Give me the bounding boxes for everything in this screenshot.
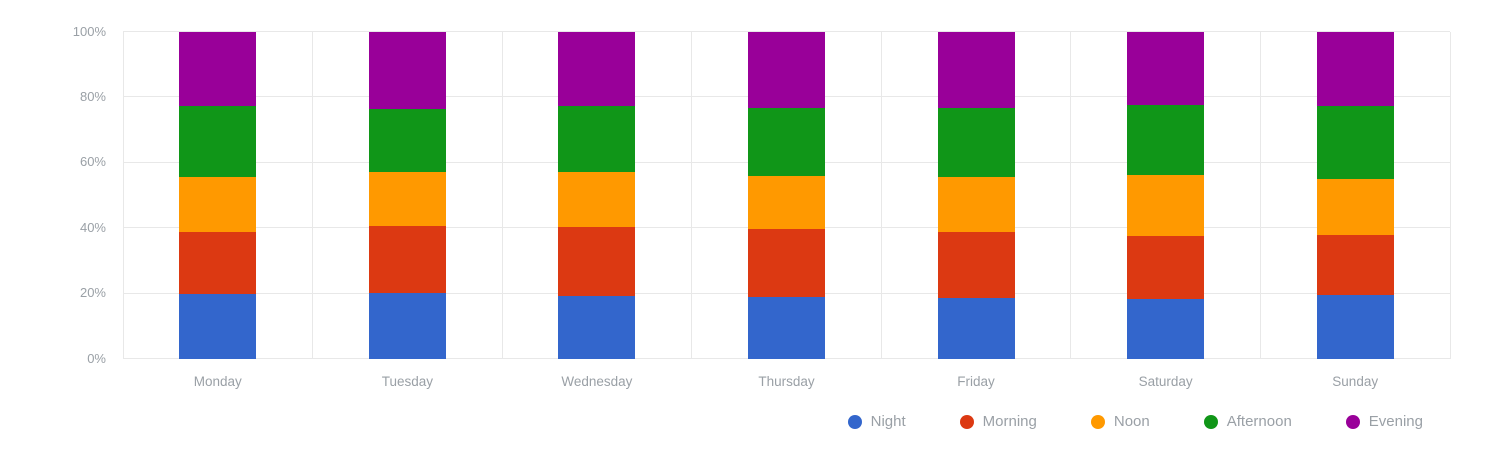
gridline-vertical xyxy=(691,31,693,359)
legend-item-label: Evening xyxy=(1368,413,1423,430)
bar-tuesday xyxy=(368,31,446,359)
x-axis-label: Wednesday xyxy=(561,374,633,389)
segment-night[interactable] xyxy=(937,298,1015,359)
bar-friday xyxy=(937,31,1015,359)
x-axis-label: Saturday xyxy=(1138,374,1193,389)
legend-item-label: Noon xyxy=(1113,413,1150,430)
segment-noon[interactable] xyxy=(748,176,825,229)
y-axis-tick-label: 20% xyxy=(79,285,106,301)
legend-item-night[interactable]: Night xyxy=(847,413,906,431)
gridline-vertical xyxy=(312,31,314,359)
segment-morning[interactable] xyxy=(368,226,446,294)
segment-noon[interactable] xyxy=(1127,174,1205,237)
legend-item-label: Night xyxy=(870,413,906,430)
segment-morning[interactable] xyxy=(748,228,825,298)
bar-sunday xyxy=(1316,31,1394,359)
segment-evening[interactable] xyxy=(748,31,825,109)
segment-night[interactable] xyxy=(558,296,636,359)
segment-night[interactable] xyxy=(748,297,825,359)
segment-night[interactable] xyxy=(179,294,257,359)
legend-marker-icon xyxy=(1090,415,1105,429)
legend-marker-icon xyxy=(1345,415,1360,429)
segment-evening[interactable] xyxy=(1316,31,1394,107)
legend-marker-icon xyxy=(959,415,974,429)
gridline-vertical xyxy=(501,31,503,359)
bar-saturday xyxy=(1127,31,1205,359)
segment-night[interactable] xyxy=(1127,299,1205,359)
bar-thursday xyxy=(748,31,825,359)
segment-morning[interactable] xyxy=(179,232,257,295)
segment-night[interactable] xyxy=(1316,295,1394,359)
legend-marker-icon xyxy=(847,415,862,429)
gridline-horizontal xyxy=(123,358,1450,359)
legend-item-morning[interactable]: Morning xyxy=(959,413,1037,431)
y-axis-tick-label: 100% xyxy=(72,23,106,39)
segment-evening[interactable] xyxy=(937,31,1015,109)
segment-afternoon[interactable] xyxy=(179,106,257,177)
segment-afternoon[interactable] xyxy=(558,106,636,173)
legend-item-afternoon[interactable]: Afternoon xyxy=(1203,413,1292,431)
bar-wednesday xyxy=(558,31,636,359)
segment-afternoon[interactable] xyxy=(1127,105,1205,175)
segment-morning[interactable] xyxy=(1127,236,1205,300)
x-axis-label: Sunday xyxy=(1332,374,1379,389)
x-axis-label: Monday xyxy=(193,374,242,389)
y-axis-tick-label: 40% xyxy=(79,219,106,235)
bar-monday xyxy=(179,31,257,359)
segment-evening[interactable] xyxy=(368,31,446,109)
segment-evening[interactable] xyxy=(1127,31,1205,106)
segment-morning[interactable] xyxy=(1316,234,1394,296)
segment-noon[interactable] xyxy=(179,176,257,233)
segment-morning[interactable] xyxy=(937,231,1015,299)
gridline-vertical xyxy=(880,31,882,359)
y-axis-tick-label: 0% xyxy=(87,350,106,366)
segment-noon[interactable] xyxy=(937,176,1015,232)
legend-item-noon[interactable]: Noon xyxy=(1090,413,1150,431)
segment-noon[interactable] xyxy=(368,171,446,227)
x-axis-label: Thursday xyxy=(758,374,815,389)
segment-noon[interactable] xyxy=(1316,178,1394,235)
x-axis-label: Tuesday xyxy=(381,374,433,389)
legend-item-label: Morning xyxy=(982,413,1037,430)
segment-evening[interactable] xyxy=(558,31,636,107)
segment-afternoon[interactable] xyxy=(368,108,446,172)
legend: Night Morning Noon Afternoon Evening xyxy=(847,413,1423,431)
y-axis-tick-label: 80% xyxy=(79,88,106,104)
x-axis-label: Friday xyxy=(957,374,995,389)
legend-item-evening[interactable]: Evening xyxy=(1345,413,1423,431)
gridline-vertical xyxy=(1449,31,1451,359)
segment-morning[interactable] xyxy=(558,226,636,297)
legend-item-label: Afternoon xyxy=(1226,413,1292,430)
segment-afternoon[interactable] xyxy=(1316,106,1394,179)
y-axis-tick-label: 60% xyxy=(79,154,106,170)
gridline-vertical xyxy=(122,31,124,359)
gridline-vertical xyxy=(1070,31,1072,359)
segment-night[interactable] xyxy=(368,293,446,359)
gridline-vertical xyxy=(1259,31,1261,359)
gridline-horizontal xyxy=(123,31,1450,32)
plot-area xyxy=(122,31,1451,359)
segment-afternoon[interactable] xyxy=(937,108,1015,177)
segment-evening[interactable] xyxy=(179,31,257,107)
segment-noon[interactable] xyxy=(558,172,636,227)
legend-marker-icon xyxy=(1203,415,1218,429)
segment-afternoon[interactable] xyxy=(748,108,825,177)
